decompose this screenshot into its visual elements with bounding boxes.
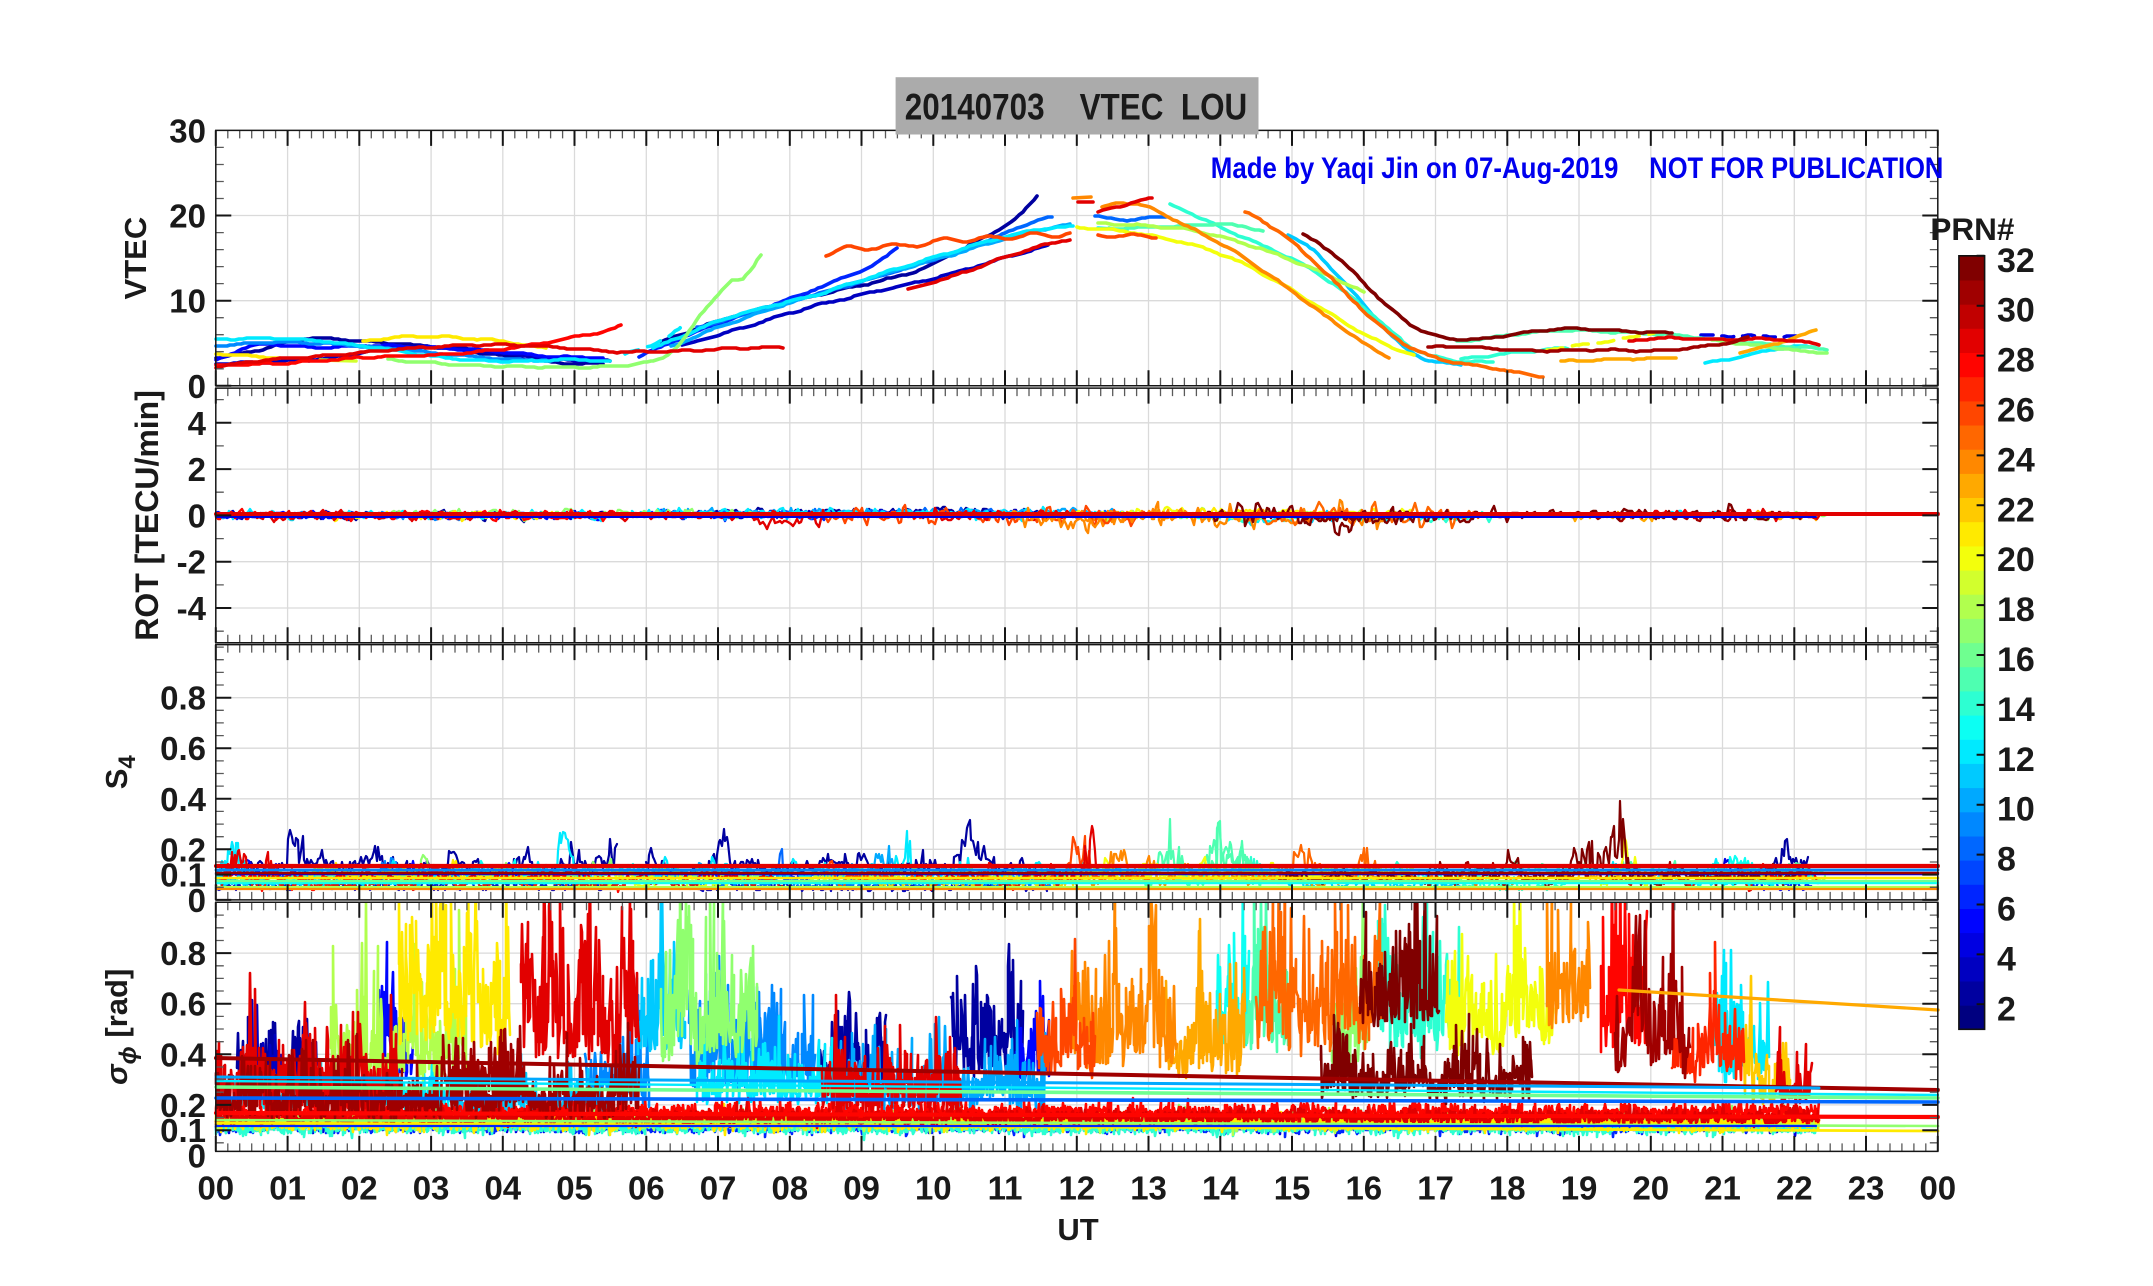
svg-text:18: 18 <box>1489 1169 1526 1206</box>
svg-text:0.8: 0.8 <box>160 935 206 972</box>
svg-text:0.1: 0.1 <box>160 1112 206 1149</box>
svg-text:16: 16 <box>1997 641 2035 679</box>
svg-text:0.2: 0.2 <box>160 1087 206 1124</box>
svg-text:6: 6 <box>1997 891 2016 929</box>
svg-text:08: 08 <box>771 1169 808 1206</box>
svg-text:28: 28 <box>1997 342 2035 380</box>
svg-text:20: 20 <box>1632 1169 1669 1206</box>
svg-text:18: 18 <box>1997 591 2035 629</box>
svg-text:NOT FOR PUBLICATION: NOT FOR PUBLICATION <box>1649 151 1943 184</box>
svg-text:0.6: 0.6 <box>160 986 206 1023</box>
svg-text:30: 30 <box>1997 292 2035 330</box>
svg-text:12: 12 <box>1058 1169 1095 1206</box>
svg-text:15: 15 <box>1274 1169 1311 1206</box>
svg-text:0.4: 0.4 <box>160 781 207 818</box>
svg-text:22: 22 <box>1997 491 2035 529</box>
svg-text:0.6: 0.6 <box>160 730 206 767</box>
svg-text:06: 06 <box>628 1169 665 1206</box>
svg-text:-2: -2 <box>177 544 206 581</box>
svg-text:24: 24 <box>1997 441 2035 479</box>
svg-text:03: 03 <box>413 1169 450 1206</box>
svg-text:12: 12 <box>1997 741 2035 779</box>
svg-text:11: 11 <box>988 1169 1023 1206</box>
svg-text:22: 22 <box>1776 1169 1813 1206</box>
svg-text:17: 17 <box>1417 1169 1454 1206</box>
svg-text:16: 16 <box>1345 1169 1382 1206</box>
svg-text:2: 2 <box>1997 990 2016 1028</box>
svg-text:30: 30 <box>169 112 206 149</box>
svg-text:4: 4 <box>1997 940 2016 978</box>
svg-text:20: 20 <box>1997 541 2035 579</box>
svg-text:2: 2 <box>188 451 206 488</box>
svg-text:0.4: 0.4 <box>160 1036 207 1073</box>
svg-text:14: 14 <box>1997 691 2035 729</box>
svg-text:VTEC: VTEC <box>118 217 153 300</box>
svg-text:10: 10 <box>169 283 206 320</box>
svg-text:10: 10 <box>915 1169 952 1206</box>
svg-text:00: 00 <box>1919 1169 1956 1206</box>
svg-text:00: 00 <box>197 1169 234 1206</box>
svg-text:13: 13 <box>1130 1169 1167 1206</box>
svg-text:10: 10 <box>1997 791 2035 829</box>
svg-text:-4: -4 <box>177 590 207 627</box>
svg-text:01: 01 <box>269 1169 306 1206</box>
svg-text:4: 4 <box>188 405 207 442</box>
svg-text:05: 05 <box>556 1169 593 1206</box>
svg-text:04: 04 <box>484 1169 521 1206</box>
svg-text:0.2: 0.2 <box>160 831 206 868</box>
svg-text:Made by Yaqi Jin on 07-Aug-201: Made by Yaqi Jin on 07-Aug-2019 <box>1211 151 1619 184</box>
svg-text:ROT [TECU/min]: ROT [TECU/min] <box>129 390 165 641</box>
svg-text:23: 23 <box>1848 1169 1885 1206</box>
svg-text:14: 14 <box>1202 1169 1239 1206</box>
svg-text:UT: UT <box>1057 1212 1098 1247</box>
svg-text:0.1: 0.1 <box>160 857 206 894</box>
svg-text:PRN#: PRN# <box>1930 211 2015 247</box>
svg-text:0: 0 <box>188 882 206 919</box>
svg-text:20140703 VTEC LOU: 20140703 VTEC LOU <box>905 87 1248 128</box>
svg-text:21: 21 <box>1704 1169 1741 1206</box>
svg-text:0: 0 <box>188 497 206 534</box>
svg-text:02: 02 <box>341 1169 378 1206</box>
svg-text:8: 8 <box>1997 841 2016 879</box>
svg-text:0: 0 <box>188 368 206 405</box>
svg-text:26: 26 <box>1997 392 2035 430</box>
svg-text:32: 32 <box>1997 242 2035 280</box>
svg-text:19: 19 <box>1561 1169 1598 1206</box>
svg-text:σϕ [rad]: σϕ [rad] <box>99 969 142 1085</box>
svg-text:0.8: 0.8 <box>160 680 206 717</box>
svg-text:07: 07 <box>700 1169 737 1206</box>
svg-text:20: 20 <box>169 198 206 235</box>
svg-text:0: 0 <box>188 1138 206 1175</box>
svg-text:09: 09 <box>843 1169 880 1206</box>
